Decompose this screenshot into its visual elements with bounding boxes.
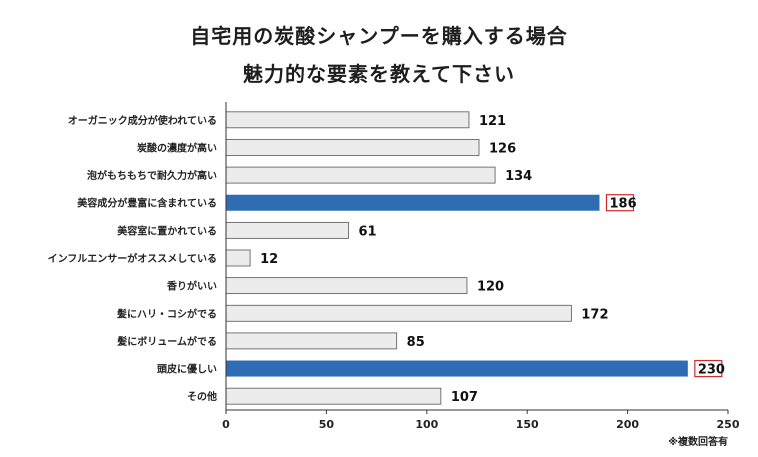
- value-label: 85: [407, 335, 425, 350]
- bar: [226, 360, 688, 377]
- bar: [225, 249, 251, 267]
- bar: [225, 304, 572, 322]
- value-label-box: [605, 194, 635, 212]
- x-tick-label: 100: [415, 418, 438, 431]
- bar: [225, 277, 468, 295]
- value-label: 126: [489, 141, 516, 156]
- category-label: インフルエンサーがオススメしている: [48, 252, 217, 265]
- x-tick-label: 50: [319, 418, 335, 431]
- bar: [225, 111, 470, 129]
- category-label: 炭酸の濃度が高い: [137, 141, 217, 154]
- chart-title-line2: 魅力的な要素を教えて下さい: [243, 62, 515, 86]
- value-label: 134: [505, 169, 532, 184]
- value-label: 61: [358, 224, 376, 239]
- x-tick-label: 0: [222, 418, 230, 431]
- category-label: 頭皮に優しい: [157, 363, 217, 376]
- bar: [225, 139, 480, 156]
- bar: [225, 387, 442, 405]
- category-label: 髪にハリ・コシがでる: [116, 307, 217, 320]
- bar: [225, 221, 349, 239]
- category-label: その他: [187, 390, 217, 403]
- category-label: 香りがいい: [167, 280, 217, 293]
- category-label: 美容成分が豊富に含まれている: [77, 197, 217, 210]
- value-label: 230: [698, 363, 725, 378]
- x-tick-label: 200: [616, 418, 639, 431]
- category-label: 美容室に置かれている: [117, 224, 217, 237]
- value-label: 107: [451, 390, 478, 405]
- value-label: 120: [477, 280, 504, 295]
- category-label: 髪にボリュームがでる: [116, 335, 217, 348]
- value-label: 121: [479, 114, 506, 129]
- chart-title-line1: 自宅用の炭酸シャンプーを購入する場合: [190, 24, 568, 48]
- value-label: 172: [581, 307, 608, 322]
- value-label: 186: [609, 197, 636, 212]
- bar: [225, 166, 496, 184]
- bar: [225, 332, 398, 350]
- value-label-box: [694, 359, 723, 378]
- value-label: 12: [260, 252, 278, 267]
- footnote: ※複数回答有: [668, 437, 728, 448]
- x-tick-label: 250: [717, 418, 740, 431]
- category-label: オーガニック成分が使われている: [68, 114, 217, 127]
- x-tick-label: 150: [516, 418, 539, 431]
- category-label: 泡がもちもちで耐久力が高い: [87, 169, 217, 182]
- bar: [226, 194, 600, 211]
